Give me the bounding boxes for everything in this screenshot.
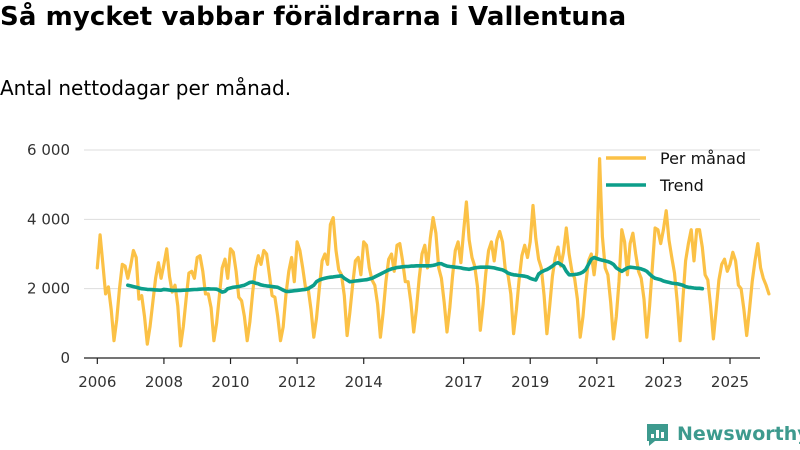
chart-subtitle: Antal nettodagar per månad. <box>0 76 292 100</box>
legend: Per månad Trend <box>606 149 746 195</box>
newsworthy-logo-icon <box>647 423 668 446</box>
y-axis: 0 2 000 4 000 6 000 <box>27 141 70 367</box>
x-axis: 2006 2008 2010 2012 2014 2017 2019 2021 2023 2025 <box>78 357 760 391</box>
brand-logo: Newsworthy <box>644 419 800 449</box>
x-tick-label: 2008 <box>145 373 183 391</box>
series-line-per-manad <box>95 157 771 348</box>
x-tick-label: 2019 <box>511 373 549 391</box>
x-tick-label: 2010 <box>211 373 249 391</box>
legend-label: Per månad <box>660 149 746 168</box>
y-tick-label: 4 000 <box>27 210 70 228</box>
x-tick-label: 2006 <box>78 373 116 391</box>
brand-name: Newsworthy <box>677 423 800 445</box>
x-tick-label: 2023 <box>644 373 682 391</box>
chart-title: Så mycket vabbar föräldrarna i Vallentun… <box>0 2 627 32</box>
y-tick-label: 0 <box>60 349 70 367</box>
x-tick-label: 2025 <box>711 373 749 391</box>
series-line-trend <box>126 255 705 294</box>
x-tick-label: 2014 <box>345 373 383 391</box>
x-tick-label: 2017 <box>445 373 483 391</box>
series-layer <box>95 157 771 348</box>
x-tick-label: 2012 <box>278 373 316 391</box>
line-chart: 0 2 000 4 000 6 000 2006 2008 2010 2012 2014 201… <box>27 141 771 391</box>
x-tick-label: 2021 <box>578 373 616 391</box>
legend-label: Trend <box>659 176 704 195</box>
y-tick-label: 6 000 <box>27 141 70 159</box>
y-tick-label: 2 000 <box>27 280 70 298</box>
